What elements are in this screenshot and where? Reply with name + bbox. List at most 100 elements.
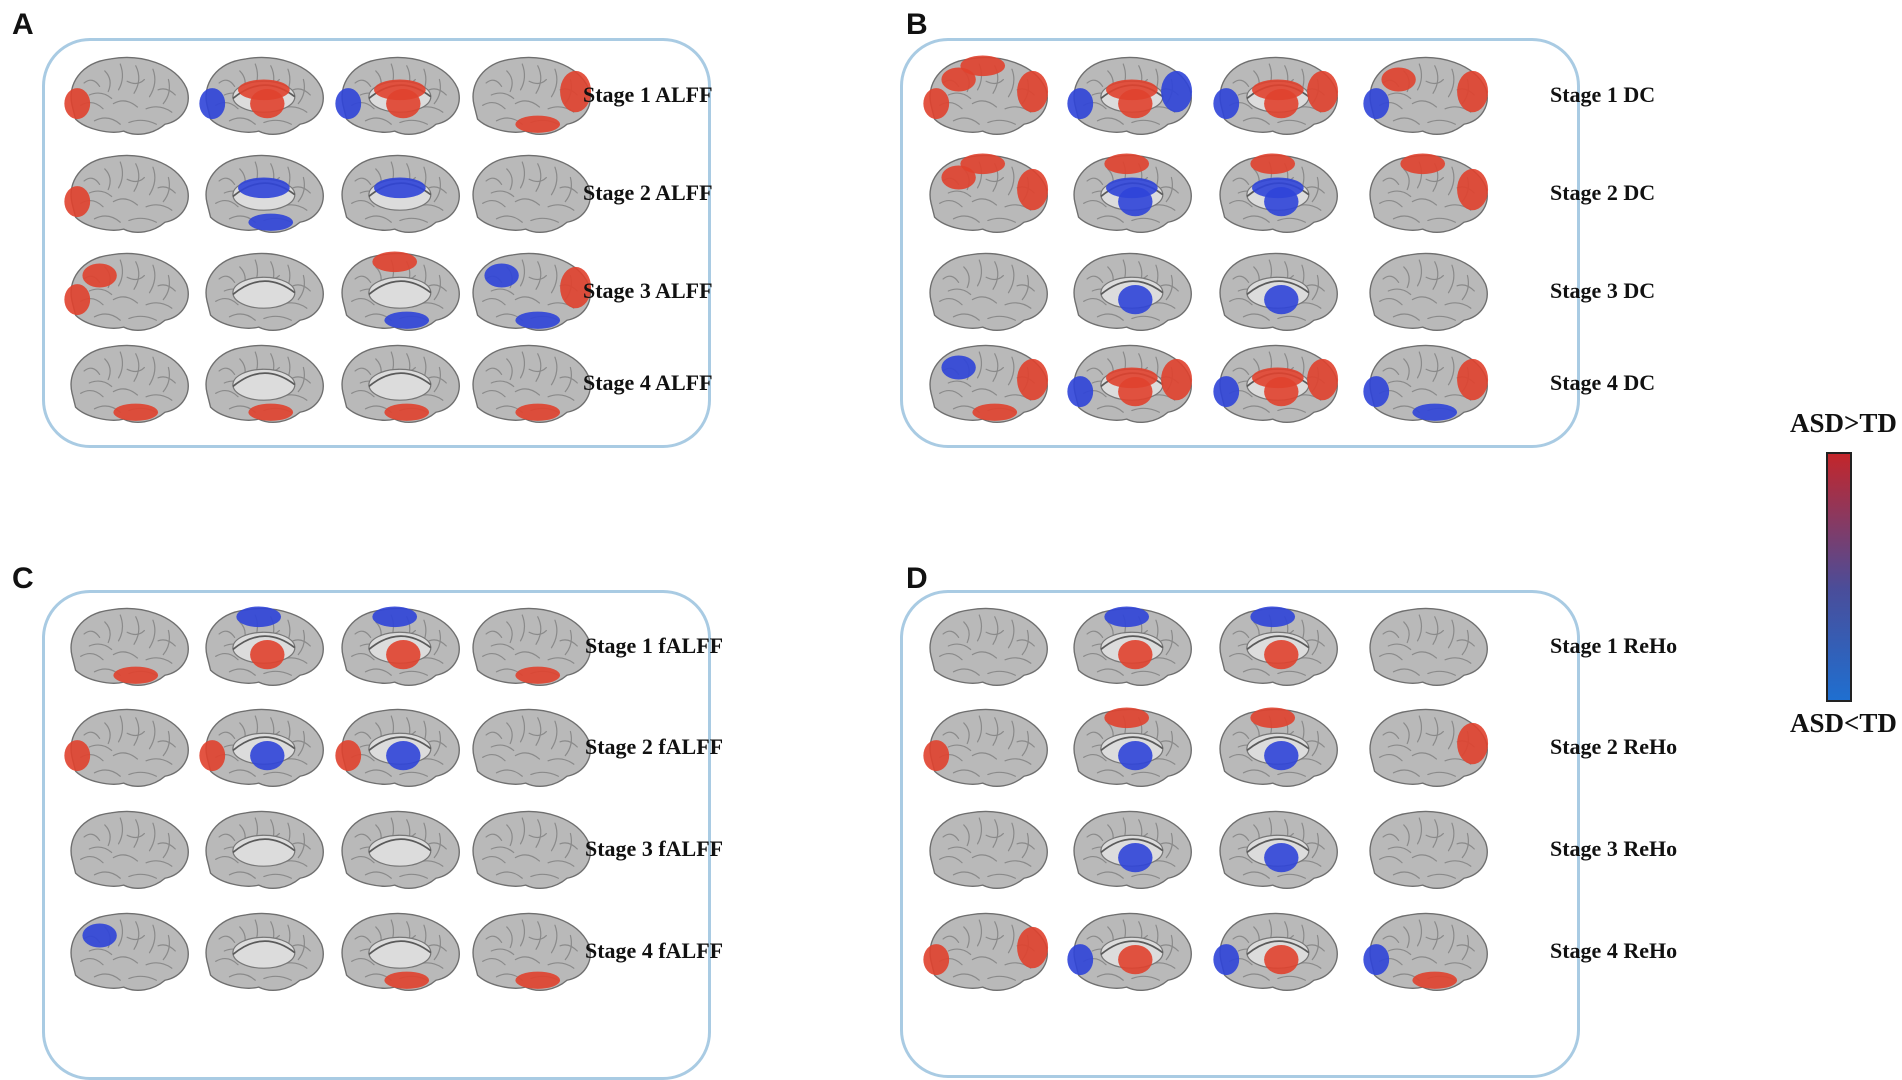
brain-surface-view	[455, 248, 605, 339]
stage-label: Stage 3 fALFF	[585, 836, 724, 861]
brain-surface-view	[324, 806, 474, 897]
colorbar	[1826, 452, 1852, 702]
brain-surface-view	[1056, 52, 1206, 143]
increase-region	[1161, 358, 1193, 401]
brain-surface-view	[188, 150, 338, 241]
legend-bottom-label: ASD<TD	[1790, 708, 1897, 738]
increase-region	[64, 88, 91, 120]
brain-surface-view	[53, 806, 203, 897]
increase-region	[972, 403, 1018, 421]
stage-label: Stage 2 ReHo	[1550, 734, 1678, 759]
brain-surface-view	[912, 340, 1062, 431]
increase-region	[384, 971, 430, 989]
brain-surface-view	[1202, 908, 1352, 999]
brain-surface-view	[455, 603, 605, 694]
brain-surface-view	[188, 603, 338, 694]
brain-surface-view	[912, 908, 1062, 999]
increase-region	[515, 971, 561, 989]
increase-region	[1017, 926, 1049, 969]
panel-letter-a: A	[12, 8, 34, 41]
brain-surface-view	[53, 248, 203, 339]
increase-region	[923, 740, 950, 772]
decrease-region	[1412, 403, 1458, 421]
brain-surface-view	[455, 150, 605, 241]
increase-region	[1017, 70, 1049, 113]
increase-region	[1457, 168, 1489, 211]
brain-surface-view	[1056, 806, 1206, 897]
brain-surface-view	[53, 908, 203, 999]
stage-label: Stage 1 DC	[1550, 82, 1656, 107]
brain-surface-view	[324, 704, 474, 795]
brain-surface-view	[1352, 603, 1502, 694]
stage-label: Stage 1 fALFF	[585, 633, 724, 658]
brain-surface-view	[1056, 340, 1206, 431]
increase-region	[248, 403, 294, 421]
increase-region	[113, 403, 159, 421]
stage-label: Stage 4 DC	[1550, 370, 1656, 395]
increase-region	[1412, 971, 1458, 989]
increase-region	[1104, 153, 1150, 175]
brain-surface-view	[455, 340, 605, 431]
increase-region	[1264, 944, 1299, 975]
increase-region	[1307, 358, 1339, 401]
brain-surface-view	[912, 806, 1062, 897]
stage-label: Stage 3 DC	[1550, 278, 1656, 303]
brain-surface-view	[455, 908, 605, 999]
brain-surface-view	[1056, 908, 1206, 999]
decrease-region	[199, 88, 226, 120]
brain-surface-view	[912, 603, 1062, 694]
brain-surface-view	[455, 52, 605, 143]
increase-region	[64, 284, 91, 316]
brain-surface-view	[188, 248, 338, 339]
brain-surface-view	[455, 806, 605, 897]
decrease-region	[941, 355, 976, 380]
brain-surface-view	[53, 340, 203, 431]
decrease-region	[374, 177, 426, 199]
increase-region	[372, 251, 418, 273]
panel-a-frame	[42, 38, 711, 448]
decrease-region	[1118, 284, 1153, 315]
increase-region	[199, 740, 226, 772]
brain-surface-view	[188, 908, 338, 999]
brain-surface-view	[188, 52, 338, 143]
brain-surface-view	[912, 248, 1062, 339]
decrease-region	[1264, 740, 1299, 771]
brain-surface-view	[1352, 52, 1502, 143]
brain-surface-view	[53, 150, 203, 241]
increase-region	[64, 186, 91, 218]
brain-surface-view	[1352, 908, 1502, 999]
stage-label: Stage 3 ReHo	[1550, 836, 1678, 861]
increase-region	[560, 70, 592, 113]
brain-surface-view	[188, 704, 338, 795]
decrease-region	[1067, 944, 1094, 976]
increase-region	[1264, 639, 1299, 670]
brain-surface-view	[324, 908, 474, 999]
stage-label: Stage 4 fALFF	[585, 938, 724, 963]
increase-region	[1104, 707, 1150, 729]
decrease-region	[82, 923, 117, 948]
stage-label: Stage 2 fALFF	[585, 734, 724, 759]
brain-surface-view	[1352, 340, 1502, 431]
brain-surface-view	[912, 704, 1062, 795]
brain-surface-view	[1352, 806, 1502, 897]
brain-surface-view	[1202, 248, 1352, 339]
increase-region	[64, 740, 91, 772]
brain-surface-view	[1352, 150, 1502, 241]
increase-region	[1118, 88, 1153, 119]
decrease-region	[1363, 88, 1390, 120]
decrease-region	[372, 606, 418, 628]
decrease-region	[1250, 606, 1296, 628]
increase-region	[1307, 70, 1339, 113]
decrease-region	[1067, 376, 1094, 408]
stage-label: Stage 2 ALFF	[583, 180, 713, 205]
increase-region	[1457, 70, 1489, 113]
brain-surface-view	[53, 603, 203, 694]
legend-top-label: ASD>TD	[1790, 408, 1897, 438]
brain-surface-view	[53, 704, 203, 795]
increase-region	[1118, 944, 1153, 975]
decrease-region	[384, 311, 430, 329]
increase-region	[82, 263, 117, 288]
increase-region	[1457, 358, 1489, 401]
panel-letter-c: C	[12, 562, 34, 595]
brain-surface-view	[324, 248, 474, 339]
